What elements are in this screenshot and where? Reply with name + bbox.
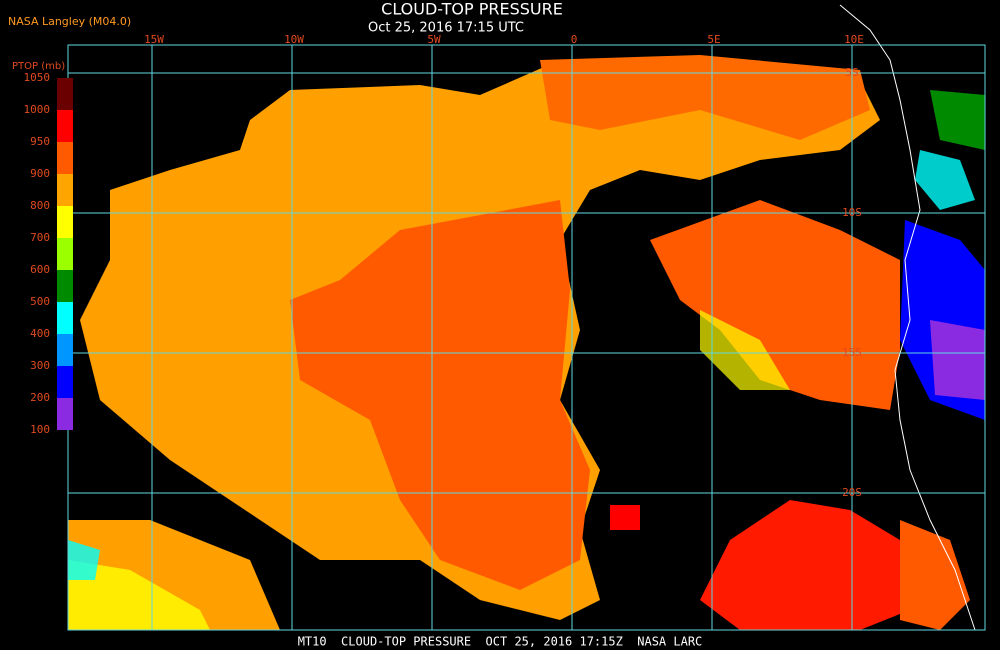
cloud-yellow [700, 310, 790, 390]
colorbar-label: 300 [30, 359, 50, 372]
colorbar-label: 700 [30, 231, 50, 244]
coastline [839, 4, 976, 631]
latitude-label: 20S [842, 486, 862, 499]
colorbar-label: 900 [30, 167, 50, 180]
latitude-label: 15S [842, 346, 862, 359]
colorbar-label: 400 [30, 327, 50, 340]
colorbar-label: 500 [30, 295, 50, 308]
footer: MT10 CLOUD-TOP PRESSURE OCT 25, 2016 17:… [298, 635, 703, 649]
colorbar-segment [57, 174, 73, 206]
cloud-orange-red [540, 55, 870, 140]
cloud-cyan [915, 150, 975, 210]
colorbar-segment [57, 238, 73, 270]
colorbar-label: 200 [30, 391, 50, 404]
longitude-label: 10W [284, 33, 304, 46]
cloud-red [610, 505, 640, 530]
colorbar-segment [57, 206, 73, 238]
longitude-label: 5E [707, 33, 720, 46]
colorbar-segment [57, 78, 73, 110]
colorbar-segment [57, 270, 73, 302]
colorbar: 1050 1000 950 900 800 700 600 500 400 300 200 100 [24, 71, 73, 436]
colorbar-label: 1000 [24, 103, 51, 116]
colorbar-segment [57, 110, 73, 142]
colorbar-segment [57, 302, 73, 334]
cloud-yellow [68, 560, 210, 630]
subtitle: Oct 25, 2016 17:15 UTC [368, 21, 524, 36]
colorbar-segment [57, 334, 73, 366]
cloud-green [930, 90, 985, 150]
cloud-cyan [68, 540, 100, 580]
longitude-label: 0 [571, 33, 578, 46]
legend-title: PTOP (mb) [12, 61, 65, 72]
latitude-label: 5S [845, 66, 858, 79]
colorbar-label: 950 [30, 135, 50, 148]
colorbar-segment [57, 142, 73, 174]
longitude-label: 15W [144, 33, 164, 46]
cloud-orange-red [900, 520, 970, 630]
colorbar-segment [57, 398, 73, 430]
cloud-purple [930, 320, 985, 400]
longitude-label: 10E [844, 33, 864, 46]
colorbar-label: 1050 [24, 71, 51, 84]
source-label: NASA Langley (M04.0) [8, 15, 131, 28]
colorbar-segment [57, 366, 73, 398]
colorbar-label: 600 [30, 263, 50, 276]
longitude-label: 5W [427, 33, 441, 46]
latitude-label: 10S [842, 206, 862, 219]
colorbar-label: 800 [30, 199, 50, 212]
colorbar-label: 100 [30, 423, 50, 436]
graticule: 15W 10W 5W 0 5E 10E 5S 10S 15S 20S [67, 33, 986, 631]
title: CLOUD-TOP PRESSURE [381, 0, 563, 19]
cloud-red [700, 500, 910, 630]
